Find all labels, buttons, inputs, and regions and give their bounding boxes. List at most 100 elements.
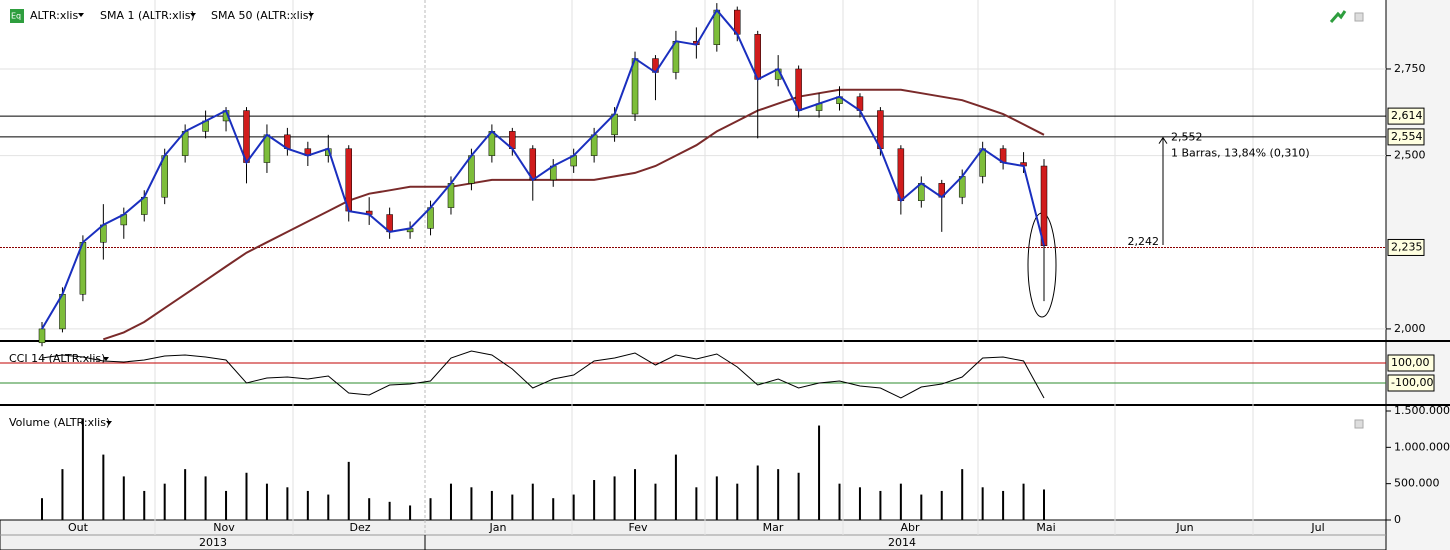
month-label: Mar [763, 521, 784, 534]
cci-dropdown[interactable] [103, 357, 109, 361]
volume-bar [920, 494, 923, 520]
volume-bar [81, 418, 84, 520]
volume-bar [531, 483, 534, 520]
volume-bar [899, 483, 902, 520]
volume-bar [388, 501, 391, 520]
sma50-label: SMA 50 (ALTR:xlis) [211, 9, 313, 22]
maximize-button[interactable] [1354, 12, 1364, 22]
measure-to-label: 2,552 [1171, 131, 1203, 144]
volume-bar [122, 476, 125, 520]
month-label: Jan [489, 521, 507, 534]
month-label: Mai [1036, 521, 1055, 534]
candle-body [1040, 165, 1048, 246]
volume-bar [61, 469, 64, 520]
volume-bar [327, 494, 330, 520]
level-label-box [1387, 107, 1425, 125]
cci-line [41, 350, 1045, 399]
maximize-button[interactable] [1354, 419, 1364, 429]
measure-arrow [1158, 136, 1168, 144]
volume-bar [715, 476, 718, 520]
volume-tick-label: 0 [1394, 513, 1401, 526]
month-label: Nov [213, 521, 235, 534]
volume-bar [449, 483, 452, 520]
volume-bar [572, 494, 575, 520]
level-label: 2,235 [1391, 240, 1423, 253]
volume-bar [306, 490, 309, 520]
level-label: 2,554 [1391, 130, 1423, 143]
cci-label-box [1387, 374, 1435, 392]
volume-bar [613, 476, 616, 520]
sma50-dropdown[interactable] [308, 13, 314, 17]
volume-bar [858, 487, 861, 520]
volume-label: Volume (ALTR:xlis) [9, 416, 110, 429]
symbol-label: ALTR:xlis [30, 9, 78, 22]
volume-bar [1002, 490, 1005, 520]
volume-bar [347, 461, 350, 520]
cci-label-box [1387, 354, 1435, 372]
volume-bar [674, 454, 677, 520]
volume-bar [961, 469, 964, 520]
volume-bar [368, 498, 371, 520]
measure-text: 1 Barras, 13,84% (0,310) [1171, 147, 1310, 160]
volume-bar [879, 490, 882, 520]
y-tick-label: 2,000 [1394, 322, 1426, 335]
volume-bar [470, 487, 473, 520]
volume-bar [777, 469, 780, 520]
volume-bar [818, 425, 821, 520]
sma1-dropdown[interactable] [190, 13, 196, 17]
trend-icon[interactable] [1329, 10, 1347, 23]
year-label: 2013 [199, 536, 227, 549]
month-label: Fev [628, 521, 647, 534]
volume-bar [143, 490, 146, 520]
volume-dropdown[interactable] [106, 421, 112, 425]
volume-bar [1043, 489, 1045, 520]
volume-bar [225, 490, 228, 520]
month-label: Jun [1175, 521, 1193, 534]
axis-area [1386, 0, 1450, 550]
measure-from-label: 2,242 [1128, 235, 1160, 248]
month-label: Out [68, 521, 89, 534]
volume-tick-label: 500.000 [1394, 477, 1440, 490]
level-label-box [1387, 238, 1425, 256]
month-label: Jul [1310, 521, 1324, 534]
volume-bar [756, 465, 759, 520]
symbol-icon [10, 9, 24, 23]
level-label-box [1387, 128, 1425, 146]
volume-bar [593, 480, 596, 520]
volume-bar [429, 498, 432, 520]
sma1-label: SMA 1 (ALTR:xlis) [100, 9, 195, 22]
volume-bar [511, 494, 514, 520]
month-label: Dez [349, 521, 370, 534]
volume-bar [634, 469, 637, 520]
candle-body [38, 328, 46, 344]
symbol-dropdown[interactable] [78, 13, 84, 17]
volume-bar [184, 469, 187, 520]
volume-bar [265, 483, 268, 520]
month-label: Abr [900, 521, 920, 534]
volume-bar [204, 476, 207, 520]
volume-bar [490, 490, 493, 520]
level-label: 2,614 [1391, 109, 1423, 122]
volume-bar [695, 487, 698, 520]
y-tick-label: 2,500 [1394, 149, 1426, 162]
volume-tick-label: 1.500.000 [1394, 404, 1450, 417]
cci-tick-label: -100,00 [1391, 376, 1433, 389]
sma50-line [102, 88, 1045, 340]
symbol-icon-text: Eq [11, 12, 21, 21]
cci-label: CCI 14 (ALTR:xlis) [9, 352, 105, 365]
cci-tick-label: 100,00 [1391, 356, 1430, 369]
volume-bar [797, 472, 800, 520]
year-label: 2014 [888, 536, 916, 549]
volume-bar [41, 498, 43, 520]
volume-bar [163, 483, 166, 520]
volume-bar [654, 483, 657, 520]
volume-bar [736, 483, 739, 520]
volume-bar [245, 472, 248, 520]
volume-bar [838, 483, 841, 520]
volume-bar [286, 487, 289, 520]
volume-bar [1022, 483, 1025, 520]
y-tick-label: 2,750 [1394, 62, 1426, 75]
volume-bar [409, 505, 412, 520]
